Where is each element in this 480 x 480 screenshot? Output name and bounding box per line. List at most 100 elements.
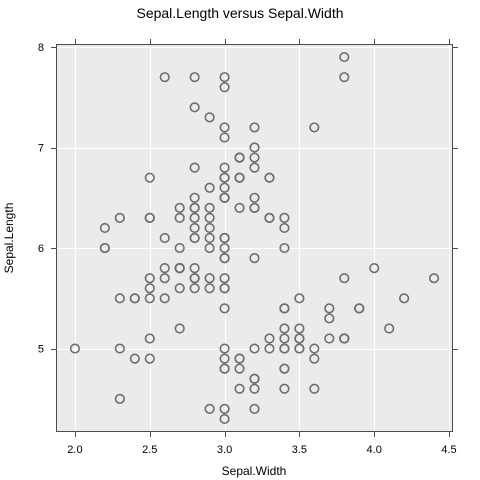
data-point: [219, 182, 230, 193]
data-point: [99, 222, 110, 234]
data-point: [249, 253, 260, 264]
data-point: [204, 182, 215, 193]
data-point: [174, 263, 185, 274]
data-point: [249, 192, 260, 203]
data-point: [249, 202, 260, 213]
data-point: [189, 192, 200, 203]
data-point: [189, 222, 200, 234]
data-point: [339, 273, 350, 284]
y-tick-label: 6: [38, 243, 44, 255]
data-point: [234, 353, 245, 364]
chart-title: Sepal.Length versus Sepal.Width: [136, 5, 343, 21]
data-point: [219, 253, 230, 264]
data-point: [204, 222, 215, 234]
data-point: [279, 212, 290, 223]
data-point: [159, 263, 170, 274]
data-point: [219, 122, 230, 133]
data-point: [219, 232, 230, 244]
data-point: [354, 303, 365, 314]
data-point: [249, 152, 260, 163]
data-point: [189, 283, 200, 294]
data-point: [294, 293, 305, 304]
data-point: [249, 162, 260, 173]
data-point: [129, 293, 140, 304]
data-points: [69, 51, 440, 425]
data-point: [384, 323, 395, 334]
x-tick-label: 2.0: [67, 444, 82, 456]
data-point: [204, 283, 215, 294]
y-axis-title: Sepal.Length: [2, 203, 16, 274]
data-point: [99, 242, 110, 254]
x-axis-title: Sepal.Width: [222, 464, 287, 478]
data-point: [144, 172, 155, 183]
data-point: [249, 142, 260, 153]
x-tick-label: 2.5: [142, 444, 157, 456]
data-point: [204, 212, 215, 223]
data-point: [234, 202, 245, 213]
data-point: [279, 363, 290, 374]
y-tick-label: 5: [38, 344, 44, 356]
data-point: [144, 212, 155, 223]
data-point: [189, 273, 200, 284]
data-point: [189, 263, 200, 274]
y-tick-label: 8: [38, 42, 44, 54]
data-point: [204, 403, 215, 414]
data-point: [144, 283, 155, 294]
data-point: [264, 212, 275, 223]
data-point: [279, 343, 290, 354]
data-point: [249, 383, 260, 394]
data-point: [129, 353, 140, 364]
data-point: [219, 363, 230, 374]
data-point: [324, 333, 335, 344]
data-point: [309, 353, 320, 364]
data-point: [174, 202, 185, 213]
grid-lines: [57, 45, 452, 431]
data-point: [189, 72, 200, 83]
data-point: [249, 122, 260, 133]
data-point: [234, 383, 245, 394]
data-point: [219, 242, 230, 254]
data-point: [219, 72, 230, 83]
data-point: [189, 202, 200, 213]
data-point: [159, 232, 170, 244]
data-point: [264, 333, 275, 344]
data-point: [219, 192, 230, 203]
data-point: [114, 293, 125, 304]
data-point: [144, 273, 155, 284]
data-point: [279, 323, 290, 334]
data-point: [204, 232, 215, 244]
data-point: [219, 353, 230, 364]
data-point: [309, 122, 320, 133]
data-point: [399, 293, 410, 304]
data-point: [279, 333, 290, 344]
data-point: [279, 383, 290, 394]
data-point: [219, 172, 230, 183]
data-point: [189, 232, 200, 244]
data-point: [189, 162, 200, 173]
data-point: [174, 242, 185, 254]
data-point: [219, 132, 230, 143]
y-tick-label: 7: [38, 143, 44, 155]
data-point: [428, 273, 440, 284]
data-point: [369, 263, 380, 274]
data-point: [339, 51, 350, 63]
data-point: [294, 333, 305, 344]
data-point: [159, 293, 170, 304]
data-point: [249, 343, 260, 354]
data-point: [144, 353, 155, 364]
plot-panel: [56, 44, 453, 432]
data-point: [219, 273, 230, 284]
data-point: [174, 283, 185, 294]
data-point: [219, 303, 230, 314]
data-point: [249, 373, 260, 384]
data-point: [219, 403, 230, 414]
data-point: [324, 313, 335, 324]
data-point: [174, 212, 185, 223]
x-tick-label: 3.0: [217, 444, 232, 456]
data-point: [249, 403, 260, 414]
data-point: [324, 303, 335, 314]
data-point: [234, 172, 245, 183]
data-point: [159, 72, 170, 83]
